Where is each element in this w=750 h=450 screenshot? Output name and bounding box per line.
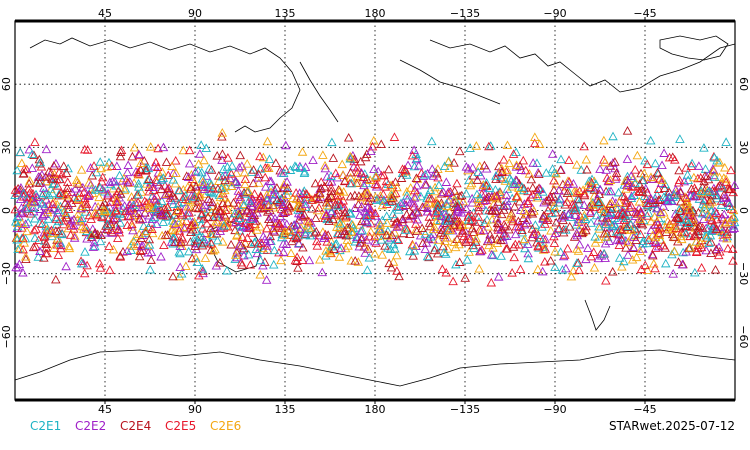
lat-label-right: 60 bbox=[737, 77, 750, 91]
lon-label-top: −90 bbox=[543, 7, 566, 20]
lon-label-bottom: 180 bbox=[365, 403, 386, 416]
longitude-labels-bottom: 45 90 135 180 −135 −90 −45 bbox=[98, 403, 657, 416]
lon-label-bottom: 90 bbox=[188, 403, 202, 416]
lon-label-bottom: −135 bbox=[450, 403, 480, 416]
date-stamp: STARwet.2025-07-12 bbox=[609, 419, 735, 433]
legend-item-c2e5: C2E5 bbox=[165, 419, 196, 433]
lon-label-bottom: 135 bbox=[275, 403, 296, 416]
lat-label-right: 0 bbox=[737, 207, 750, 214]
lon-label-bottom: 45 bbox=[98, 403, 112, 416]
lon-label-bottom: −90 bbox=[543, 403, 566, 416]
lon-label-bottom: −45 bbox=[633, 403, 656, 416]
lon-label-top: 135 bbox=[275, 7, 296, 20]
lat-label-right: 30 bbox=[737, 140, 750, 154]
lon-label-top: 90 bbox=[188, 7, 202, 20]
legend: C2E1 C2E2 C2E4 C2E5 C2E6 bbox=[30, 419, 241, 433]
lon-label-top: −45 bbox=[633, 7, 656, 20]
lat-label-left: 60 bbox=[0, 77, 13, 91]
legend-item-c2e4: C2E4 bbox=[120, 419, 151, 433]
latitude-labels-left: 60 30 0 −30 −60 bbox=[0, 77, 13, 348]
legend-item-c2e6: C2E6 bbox=[210, 419, 241, 433]
lat-label-right: −60 bbox=[737, 325, 750, 348]
lat-label-left: 0 bbox=[0, 207, 13, 214]
lon-label-top: −135 bbox=[450, 7, 480, 20]
lat-label-left: −60 bbox=[0, 325, 13, 348]
longitude-labels-top: 45 90 135 180 −135 −90 −45 bbox=[98, 7, 657, 20]
lon-label-top: 180 bbox=[365, 7, 386, 20]
lat-label-left: −30 bbox=[0, 262, 13, 285]
legend-item-c2e2: C2E2 bbox=[75, 419, 106, 433]
lon-label-top: 45 bbox=[98, 7, 112, 20]
latitude-labels-right: 60 30 0 −30 −60 bbox=[737, 77, 750, 348]
lat-label-right: −30 bbox=[737, 262, 750, 285]
lat-label-left: 30 bbox=[0, 140, 13, 154]
legend-item-c2e1: C2E1 bbox=[30, 419, 61, 433]
